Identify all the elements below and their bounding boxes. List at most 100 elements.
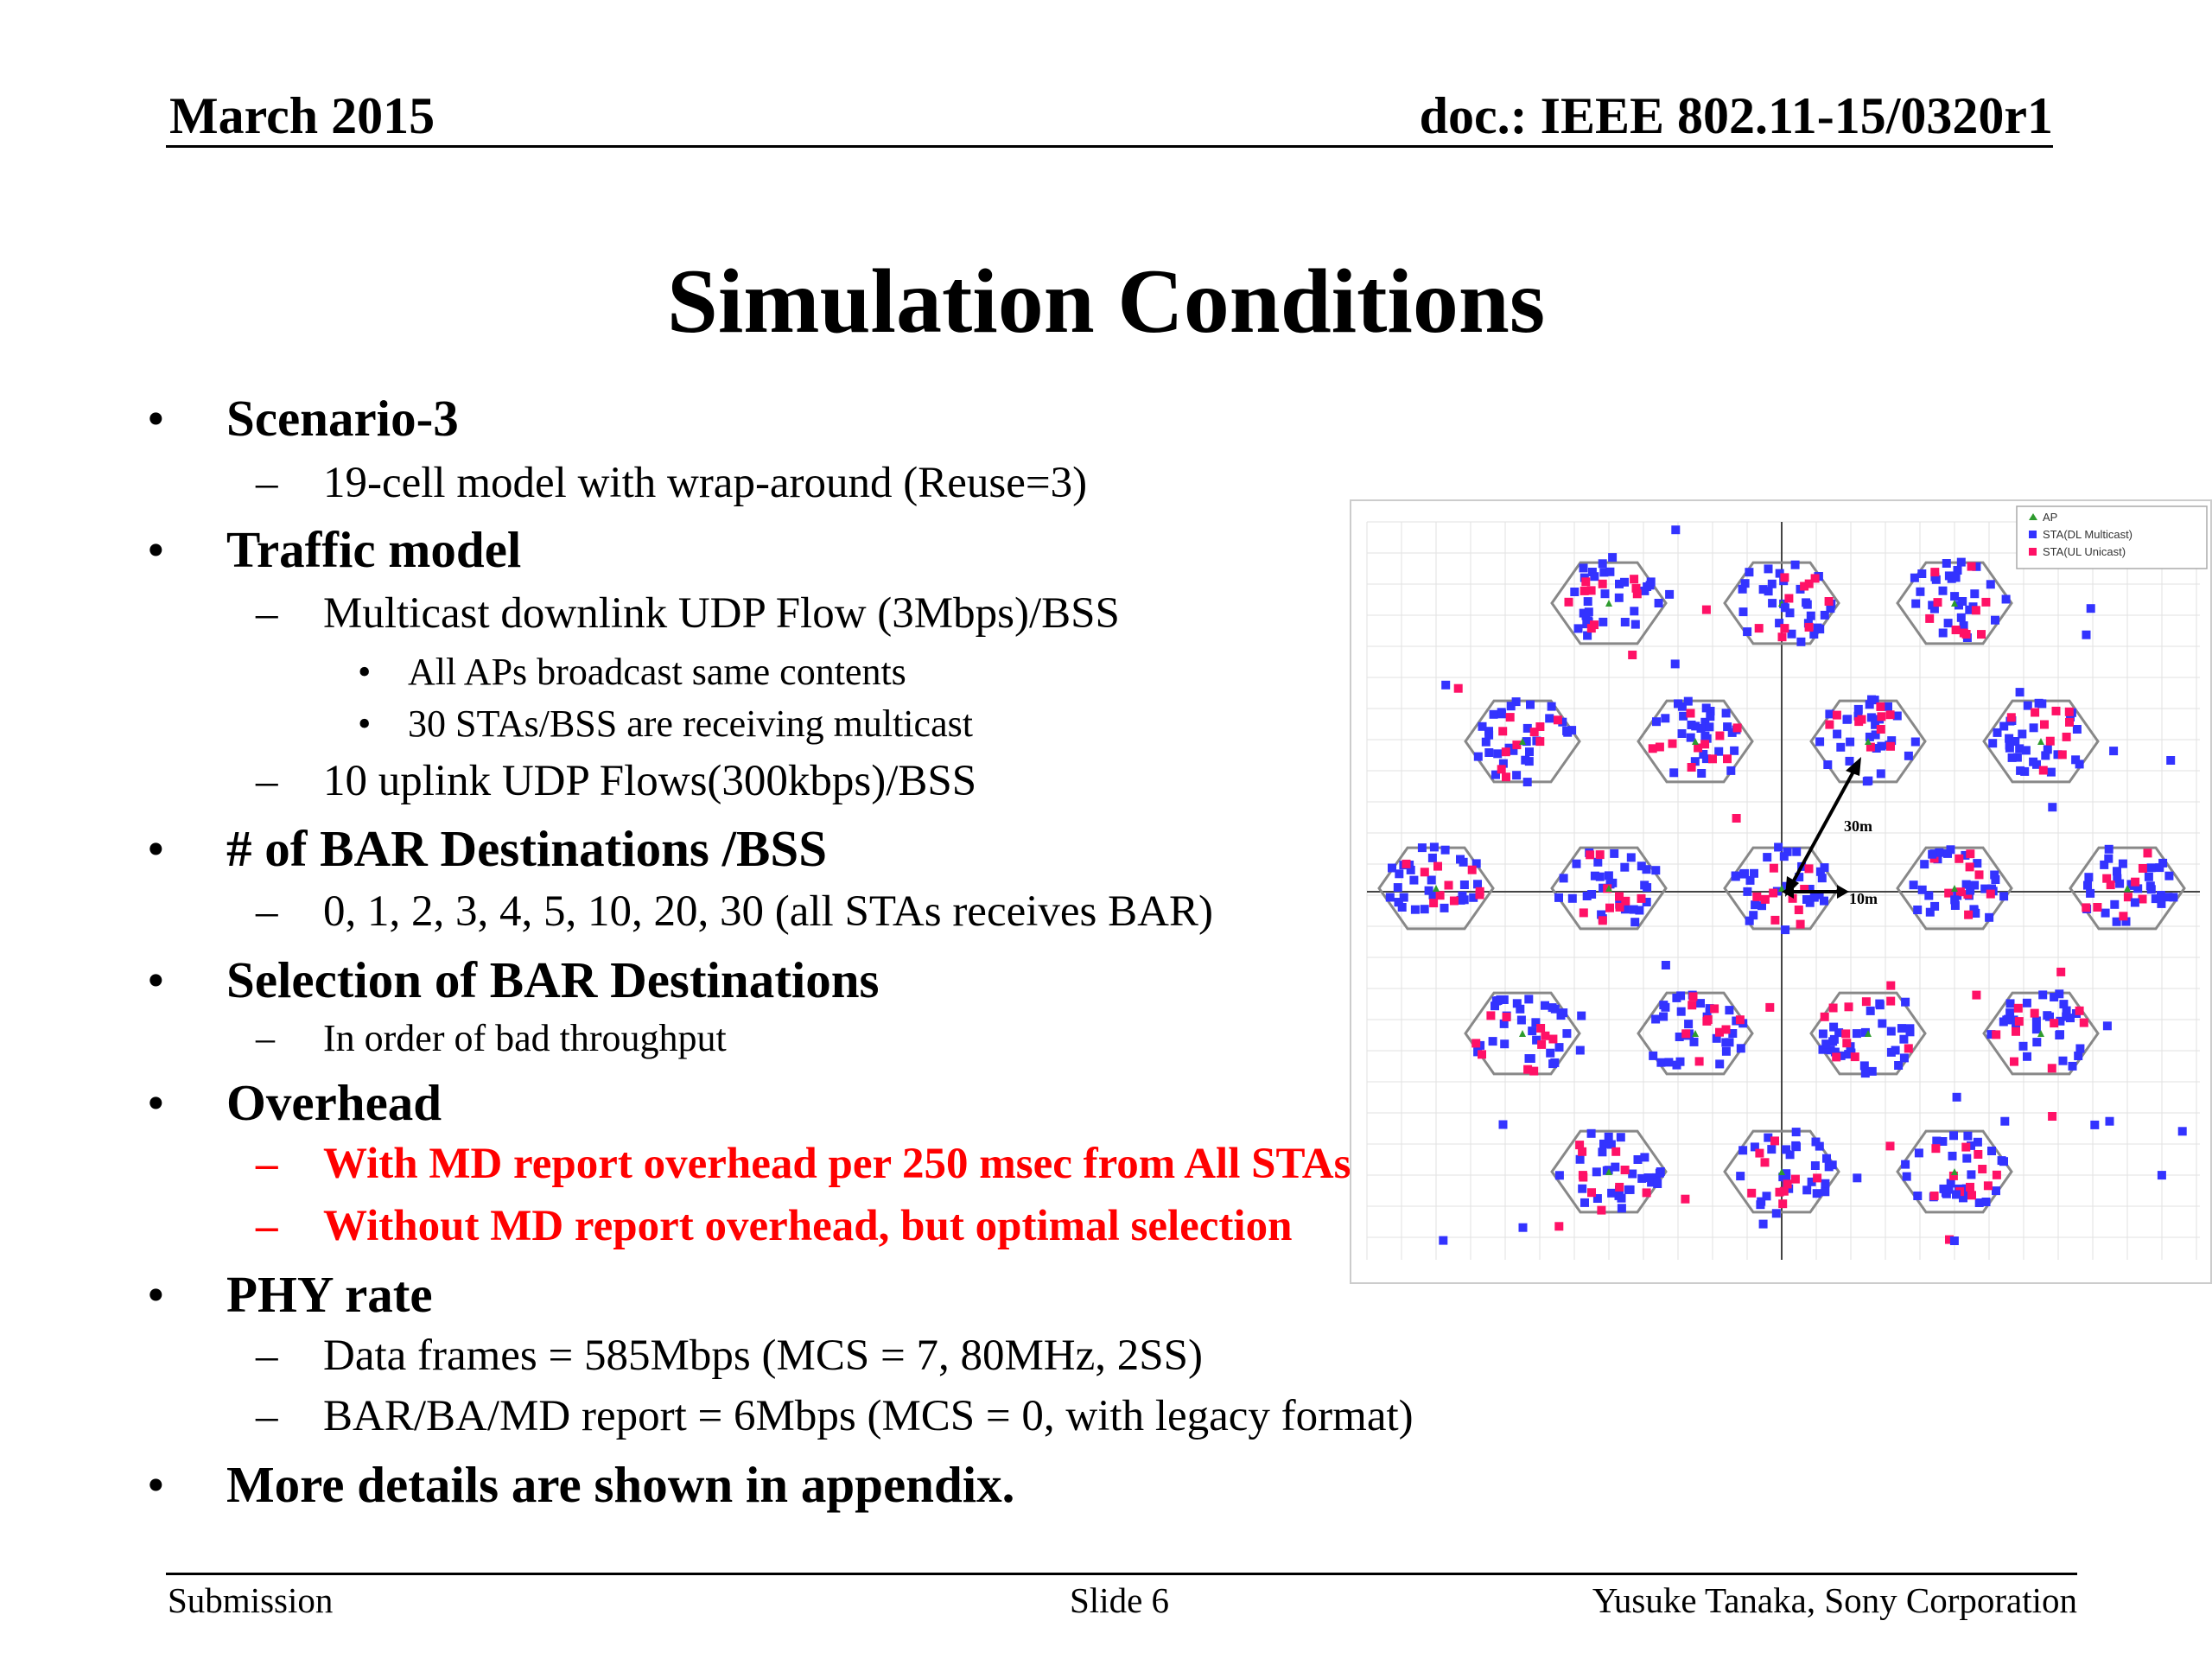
sta-ul-point [2038, 766, 2048, 775]
sta-dl-point [2043, 745, 2052, 754]
sta-dl-point [2016, 766, 2025, 775]
sub-bullet-uplink: –10 uplink UDP Flows(300kbps)/BSS [256, 757, 977, 805]
sta-scatter-point [1901, 997, 1910, 1007]
sta-scatter-point [2048, 1112, 2057, 1121]
sta-ul-point [1735, 1015, 1745, 1025]
sta-dl-point [1687, 721, 1696, 729]
sta-dl-point [1860, 1069, 1870, 1078]
sta-ul-point [1715, 1027, 1724, 1037]
sta-ul-point [1505, 713, 1515, 722]
hex-cell [1809, 699, 1927, 784]
dash-marker: – [256, 1202, 278, 1250]
sta-scatter-point [1701, 605, 1711, 614]
sta-scatter-point [1653, 1179, 1662, 1188]
sta-dl-point [2046, 767, 2056, 777]
dash-marker: – [256, 1017, 275, 1059]
sta-dl-point [1846, 737, 1855, 747]
sta-dl-point [1604, 871, 1613, 880]
sta-dl-point [1817, 874, 1827, 883]
sta-dl-point [1956, 613, 1966, 622]
sta-ul-point [1478, 1050, 1486, 1059]
legend-ap-label: AP [2043, 511, 2057, 524]
sta-dl-point [1409, 875, 1419, 885]
sta-ul-point [2064, 707, 2074, 716]
sta-dl-point [1751, 900, 1760, 910]
sta-scatter-point [1885, 1141, 1895, 1151]
sta-ul-point [1983, 1181, 1993, 1191]
sta-dl-point [1865, 732, 1874, 741]
slide-title: Simulation Conditions [666, 251, 1546, 352]
sta-dl-point [1547, 702, 1556, 711]
sta-dl-point [1399, 893, 1408, 902]
sta-dl-point [1961, 1185, 1969, 1195]
sta-ul-point [1433, 861, 1442, 871]
sta-scatter-point [2086, 604, 2095, 613]
sta-dl-point [1913, 1192, 1923, 1200]
sta-dl-point [1902, 1172, 1911, 1181]
ap-point [1951, 600, 1958, 607]
sta-dl-point [1388, 863, 1396, 873]
sta-ul-point [1501, 747, 1510, 757]
sta-dl-point [1579, 563, 1588, 573]
sta-dl-point [2005, 1008, 2015, 1018]
sta-ul-point [2138, 864, 2147, 873]
sta-dl-point [1528, 1027, 1537, 1036]
sta-dl-point [1836, 1051, 1846, 1060]
sta-dl-point [1970, 589, 1980, 599]
sta-dl-point [1785, 1150, 1795, 1160]
sta-dl-point [1920, 860, 1929, 869]
sta-dl-point [2001, 594, 2011, 604]
sta-ul-point [1828, 1003, 1838, 1013]
sta-ul-point [1595, 850, 1605, 860]
sta-dl-point [1723, 722, 1732, 732]
sta-dl-point [1499, 1019, 1509, 1028]
sta-dl-point [1608, 878, 1618, 887]
sta-dl-point [2023, 701, 2032, 710]
hex-cell [1896, 846, 2013, 931]
sta-dl-point [1981, 1198, 1991, 1206]
sta-dl-point [1620, 618, 1630, 626]
sta-dl-point [1738, 1146, 1748, 1155]
sta-dl-point [1512, 771, 1522, 780]
sta-dl-point [1575, 1154, 1585, 1164]
sta-ul-point [1723, 754, 1732, 764]
sta-ul-point [1621, 896, 1630, 906]
sta-dl-point [2086, 888, 2095, 898]
sta-dl-point [1640, 586, 1649, 595]
sta-ul-point [1778, 1199, 1788, 1209]
sta-ul-point [1620, 1166, 1630, 1174]
sta-dl-point [1963, 1131, 1973, 1141]
sta-dl-point [1782, 1173, 1791, 1182]
sta-scatter-point [2157, 1171, 2166, 1180]
sta-ul-point [1631, 583, 1641, 593]
sta-dl-point [1774, 842, 1783, 852]
sta-dl-point [1950, 901, 1960, 910]
sta-dl-point [2100, 860, 2109, 869]
sta-dl-point [1630, 620, 1640, 629]
sta-ul-point [1944, 888, 1954, 898]
dash-marker: – [256, 1140, 278, 1188]
sta-dl-point [1948, 1151, 1957, 1160]
sta-dl-point [1728, 1029, 1738, 1038]
sta-dl-point [1731, 872, 1740, 881]
sta-ul-point [1959, 628, 1968, 638]
sta-dl-point [1578, 1184, 1587, 1193]
hex-cell [1723, 561, 1840, 645]
sta-dl-point [1792, 847, 1802, 856]
sta-dl-point [1821, 1039, 1831, 1049]
ap-point [1692, 1030, 1699, 1037]
sta-dl-point [1875, 999, 1885, 1008]
sta-ul-point [1548, 1034, 1558, 1044]
sta-dl-point [1985, 912, 1994, 922]
sta-ul-point [1632, 589, 1642, 599]
sub-bullet-order: – In order of bad throughput [256, 1017, 727, 1059]
sta-dl-point [1834, 1028, 1844, 1038]
sta-ul-point [1575, 1141, 1585, 1150]
sta-dl-point [1852, 1029, 1861, 1039]
sta-dl-point [1917, 569, 1927, 578]
sta-dl-point [1587, 568, 1597, 576]
sta-dl-point [1583, 631, 1592, 640]
sta-dl-point [1524, 1054, 1534, 1063]
sta-dl-point [1509, 746, 1518, 755]
sta-ul-point [1605, 903, 1614, 912]
